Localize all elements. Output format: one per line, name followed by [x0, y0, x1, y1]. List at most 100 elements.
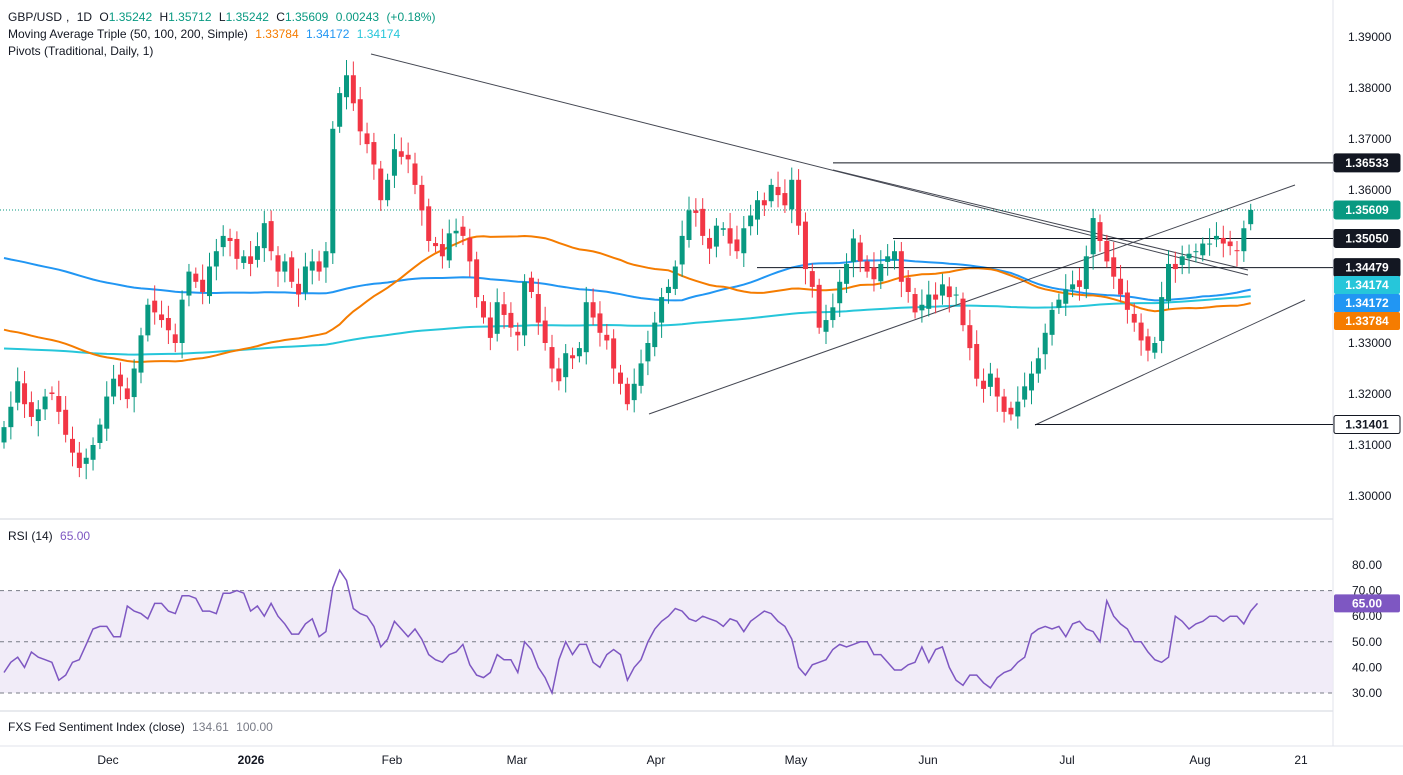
- price-tick-label: 1.37000: [1348, 132, 1392, 146]
- candle: [618, 372, 623, 384]
- candle: [159, 314, 165, 321]
- pivot-low2-label: 1.34479: [1345, 261, 1389, 275]
- candle: [494, 302, 500, 334]
- candle: [796, 179, 802, 226]
- ma200-value: 1.34174: [356, 27, 401, 41]
- candle: [583, 302, 589, 353]
- candle: [426, 206, 432, 241]
- candle: [892, 251, 897, 261]
- rsi-line: [3, 568, 1259, 696]
- candle: [734, 239, 740, 252]
- candle: [481, 301, 486, 318]
- candle: [802, 221, 808, 270]
- pivot-high-label-bg: [1333, 153, 1401, 173]
- candle: [535, 294, 541, 323]
- open-label: O: [99, 10, 109, 24]
- candle: [172, 334, 178, 343]
- candle: [337, 93, 343, 127]
- pivot-mid-label-bg: [1333, 228, 1401, 248]
- candle: [213, 251, 219, 267]
- candle: [857, 242, 863, 262]
- symbol-name[interactable]: GBP/USD: [8, 10, 63, 24]
- candle: [398, 151, 404, 157]
- candle: [152, 300, 158, 313]
- ma100-value: 1.34172: [306, 27, 350, 41]
- rsi-last-label: 65.00: [1352, 596, 1382, 610]
- candle: [837, 281, 843, 304]
- candle: [296, 283, 302, 295]
- candle: [926, 294, 932, 309]
- candle: [1049, 309, 1055, 335]
- low-value: 1.35242: [225, 10, 269, 24]
- candle: [8, 406, 14, 428]
- candle: [70, 438, 75, 453]
- ma-tag-bg: [1334, 294, 1400, 312]
- candle: [1104, 241, 1110, 262]
- last-price-label: 1.35609: [1345, 203, 1389, 217]
- price-tick-label: 1.33000: [1348, 336, 1392, 350]
- trend-line: [1034, 299, 1306, 426]
- candle: [912, 294, 918, 313]
- candle: [419, 184, 425, 211]
- candle: [1159, 297, 1165, 341]
- pivots-legend-label[interactable]: Pivots (Traditional, Daily, 1): [8, 44, 154, 58]
- ma-tag-label: 1.34172: [1345, 296, 1389, 310]
- candle: [1097, 222, 1103, 241]
- candle: [439, 244, 445, 257]
- candles: [1, 59, 1254, 480]
- candle: [1029, 373, 1034, 391]
- candle: [1166, 263, 1171, 302]
- candle: [111, 378, 117, 397]
- candle: [590, 302, 596, 318]
- rsi-tick-label: 50.00: [1352, 635, 1382, 649]
- candle: [919, 304, 925, 311]
- candle: [1118, 278, 1124, 295]
- time-tick-label: Dec: [97, 753, 118, 767]
- candle: [344, 75, 349, 98]
- time-tick-label: 2026: [238, 753, 265, 767]
- candle: [1008, 407, 1014, 415]
- candle: [844, 263, 850, 284]
- time-tick-label: Apr: [647, 753, 666, 767]
- candle: [97, 424, 103, 443]
- candle: [563, 353, 569, 378]
- candle: [1063, 289, 1069, 304]
- candle: [63, 409, 69, 435]
- candle: [241, 256, 247, 263]
- candle: [1179, 256, 1185, 265]
- ma-legend: Moving Average Triple (50, 100, 200, Sim…: [8, 27, 404, 41]
- candle: [720, 228, 726, 230]
- candle: [789, 179, 795, 210]
- candle: [707, 237, 713, 249]
- candle: [28, 402, 34, 417]
- candle: [713, 225, 719, 247]
- interval-label[interactable]: 1D: [76, 10, 93, 24]
- change-percent: (+0.18%): [386, 10, 436, 24]
- candle: [604, 334, 610, 341]
- candle: [1111, 257, 1117, 277]
- candle: [131, 368, 137, 398]
- candle: [967, 325, 973, 349]
- ma-legend-label[interactable]: Moving Average Triple (50, 100, 200, Sim…: [8, 27, 248, 41]
- candle: [1241, 228, 1247, 252]
- candle: [15, 381, 21, 403]
- ma-tag-label: 1.33784: [1345, 314, 1389, 328]
- close-label: C: [276, 10, 285, 24]
- candle: [830, 307, 836, 321]
- change-value: 0.00243: [335, 10, 380, 24]
- candle: [748, 215, 754, 227]
- candle: [501, 304, 507, 315]
- rsi-legend-value: 65.00: [60, 529, 91, 543]
- candle: [775, 186, 781, 196]
- candle: [1145, 336, 1151, 351]
- candle: [816, 284, 822, 328]
- rsi-legend-label[interactable]: RSI (14): [8, 529, 53, 543]
- fxs-legend-label[interactable]: FXS Fed Sentiment Index (close): [8, 720, 185, 734]
- symbol-legend: GBP/USD, 1D O1.35242 H1.35712 L1.35242 C…: [8, 10, 436, 24]
- candle: [987, 373, 993, 387]
- candle: [1001, 396, 1007, 412]
- candle: [898, 251, 904, 282]
- candle: [693, 210, 699, 213]
- pivot-low-label: 1.31401: [1345, 418, 1389, 432]
